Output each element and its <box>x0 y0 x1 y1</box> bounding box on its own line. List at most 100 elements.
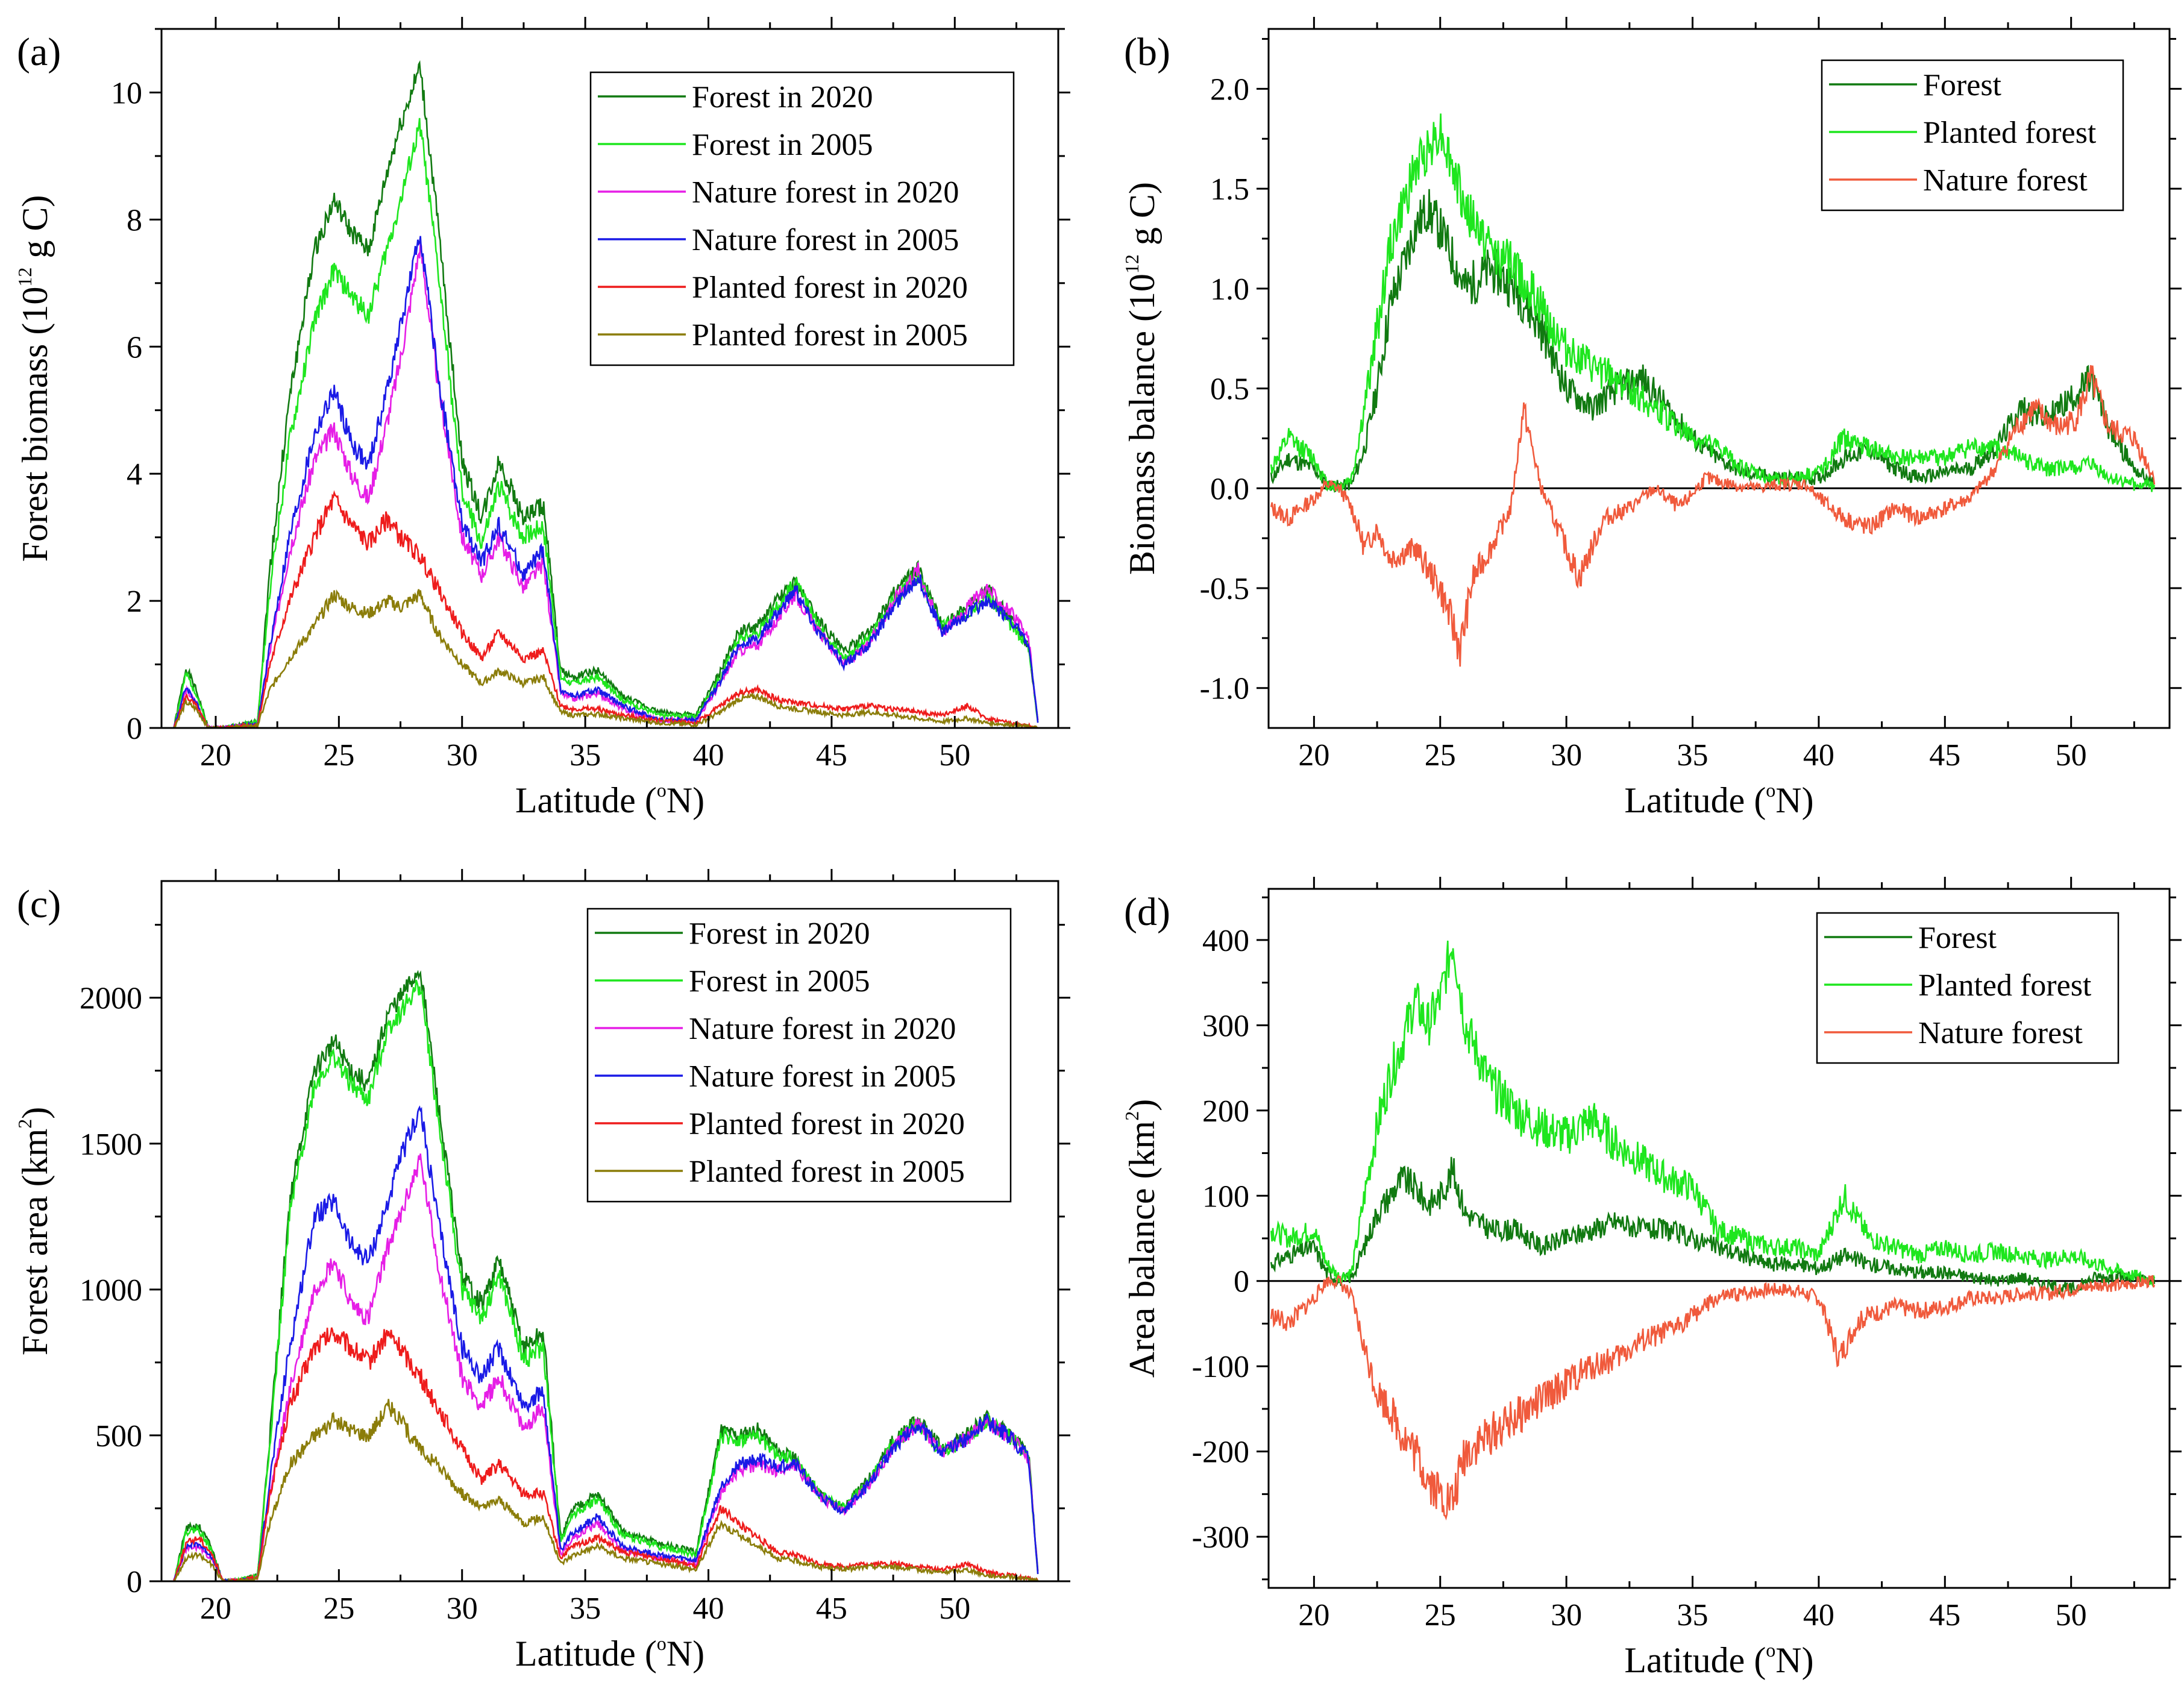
y-tick-label: -300 <box>1192 1520 1249 1555</box>
y-tick-label: 2.0 <box>1210 72 1249 107</box>
x-tick-label: 50 <box>939 738 970 773</box>
plot-frame <box>1267 28 2171 729</box>
series-line-planted-forest-in-2005 <box>173 589 1038 728</box>
legend-label: Planted forest in 2005 <box>689 1155 965 1189</box>
x-axis-label: Latitude (oN) <box>515 779 704 820</box>
panel-b: 20 25 30 35 40 45 50 -1.0 -0.5 0.0 0.5 1.0 1.5 2.0 (b)… <box>1121 17 2182 820</box>
panel-d: 20 25 30 35 40 45 50 -300 -200 -100 0 100 200 300 400 (… <box>1121 877 2182 1680</box>
x-tick-label: 30 <box>447 1592 478 1626</box>
panel-label: (d) <box>1124 890 1170 934</box>
legend-label: Nature forest <box>1918 1016 2083 1050</box>
y-tick-label: 10 <box>111 76 142 110</box>
x-tick-label: 25 <box>1425 1598 1456 1632</box>
x-tick-label: 45 <box>1929 1598 1960 1632</box>
legend-label: Forest in 2005 <box>692 128 873 162</box>
series-line-forest-in-2020 <box>173 60 1039 728</box>
legend-label: Planted forest in 2020 <box>692 271 968 305</box>
x-axis-label: Latitude (oN) <box>1624 779 1813 820</box>
series-line-nature-forest-in-2020 <box>173 242 1039 728</box>
y-tick-label: 4 <box>127 457 142 492</box>
y-tick-label: 1.5 <box>1210 172 1249 207</box>
x-tick-label: 35 <box>1677 1598 1709 1632</box>
y-tick-label: 2000 <box>80 982 142 1016</box>
x-tick-label: 35 <box>1677 738 1709 773</box>
x-tick-label: 40 <box>693 738 724 773</box>
x-tick-label: 25 <box>323 738 354 773</box>
x-tick-label: 30 <box>447 738 478 773</box>
legend-label: Nature forest <box>1923 163 2088 198</box>
y-tick-label: 0.5 <box>1210 372 1249 407</box>
legend-label: Forest in 2020 <box>689 917 870 951</box>
x-tick-label: 25 <box>1425 738 1456 773</box>
y-tick-label: 300 <box>1202 1009 1249 1043</box>
y-axis-label: Biomass balance (1012 g C) <box>1121 182 1162 575</box>
y-tick-label: 1000 <box>80 1273 142 1308</box>
x-tick-label: 50 <box>2056 738 2087 773</box>
x-tick-label: 50 <box>2056 1598 2087 1632</box>
series-line-nature-forest <box>1270 365 2156 667</box>
legend-label: Nature forest in 2005 <box>692 223 959 257</box>
legend: Forest Planted forest Nature forest <box>1821 59 2124 212</box>
x-tick-label: 45 <box>816 738 847 773</box>
x-tick-label: 45 <box>1929 738 1960 773</box>
series-line-planted-forest <box>1270 940 2156 1288</box>
x-tick-label: 40 <box>1803 738 1834 773</box>
y-tick-label: 8 <box>127 203 142 237</box>
y-tick-label: 0.0 <box>1210 472 1249 506</box>
series-line-planted-forest-in-2020 <box>173 490 1038 728</box>
series-line-nature-forest-in-2005 <box>173 236 1039 728</box>
legend-label: Planted forest in 2020 <box>689 1107 965 1141</box>
panel-label: (c) <box>17 882 61 926</box>
legend: Forest in 2020 Forest in 2005 Nature fores… <box>586 908 1012 1203</box>
x-tick-label: 40 <box>1803 1598 1834 1632</box>
x-axis-label: Latitude (oN) <box>515 1632 704 1673</box>
y-tick-label: -0.5 <box>1200 572 1249 606</box>
x-tick-label: 20 <box>1298 1598 1329 1632</box>
x-tick-label: 20 <box>1298 738 1329 773</box>
x-tick-label: 30 <box>1551 738 1582 773</box>
legend-label: Forest in 2005 <box>689 964 870 999</box>
y-tick-label: -1.0 <box>1200 672 1249 706</box>
x-tick-label: 35 <box>570 1592 601 1626</box>
series-line-forest <box>1270 1156 2156 1296</box>
y-tick-label: 2 <box>127 585 142 619</box>
legend-box <box>589 71 1015 366</box>
series-line-planted-forest-in-2020 <box>173 1327 1039 1581</box>
x-tick-label: 45 <box>816 1592 847 1626</box>
legend: Forest Planted forest Nature forest <box>1816 912 2120 1064</box>
series-line-nature-forest-in-2020 <box>173 1153 1039 1581</box>
legend-label: Forest in 2020 <box>692 80 873 114</box>
y-tick-label: -100 <box>1192 1350 1249 1384</box>
series-line-planted-forest-in-2005 <box>173 1399 1039 1581</box>
x-tick-label: 50 <box>939 1592 970 1626</box>
plot-frame <box>160 28 1059 729</box>
legend-box <box>586 908 1012 1203</box>
legend-label: Nature forest in 2020 <box>692 175 959 210</box>
y-tick-label: 1500 <box>80 1127 142 1162</box>
y-tick-label: 0 <box>127 1565 142 1599</box>
y-tick-label: 500 <box>95 1419 142 1454</box>
panel-c: 20 25 30 35 40 45 500500100015002000(c)Latitud… <box>14 869 1070 1673</box>
legend-label: Nature forest in 2020 <box>689 1012 956 1046</box>
x-tick-label: 25 <box>323 1592 354 1626</box>
legend-label: Forest <box>1918 921 1997 955</box>
x-tick-label: 30 <box>1551 1598 1582 1632</box>
series-line-nature-forest <box>1270 1274 2156 1521</box>
panel-label: (a) <box>17 30 61 74</box>
y-axis-label: Forest area (km2) <box>14 1107 55 1356</box>
legend: Forest in 2020 Forest in 2005 Nature fores… <box>589 71 1015 366</box>
x-tick-label: 40 <box>693 1592 724 1626</box>
y-axis-label: Forest biomass (1012 g C) <box>14 195 55 562</box>
y-tick-label: 1.0 <box>1210 272 1249 307</box>
y-tick-label: 0 <box>1234 1265 1249 1299</box>
plot-frame <box>160 880 1059 1582</box>
panel-a: 20 25 30 35 40 45 50 0 2 4 6 8 10 (a) Latitude (oN) For… <box>14 17 1070 820</box>
x-axis-label: Latitude (oN) <box>1624 1639 1813 1680</box>
y-tick-label: -200 <box>1192 1435 1249 1470</box>
legend-label: Forest <box>1923 68 2002 102</box>
y-tick-label: 6 <box>127 330 142 365</box>
series-line-nature-forest-in-2005 <box>173 1105 1039 1581</box>
y-tick-label: 100 <box>1202 1179 1249 1214</box>
y-tick-label: 400 <box>1202 924 1249 958</box>
